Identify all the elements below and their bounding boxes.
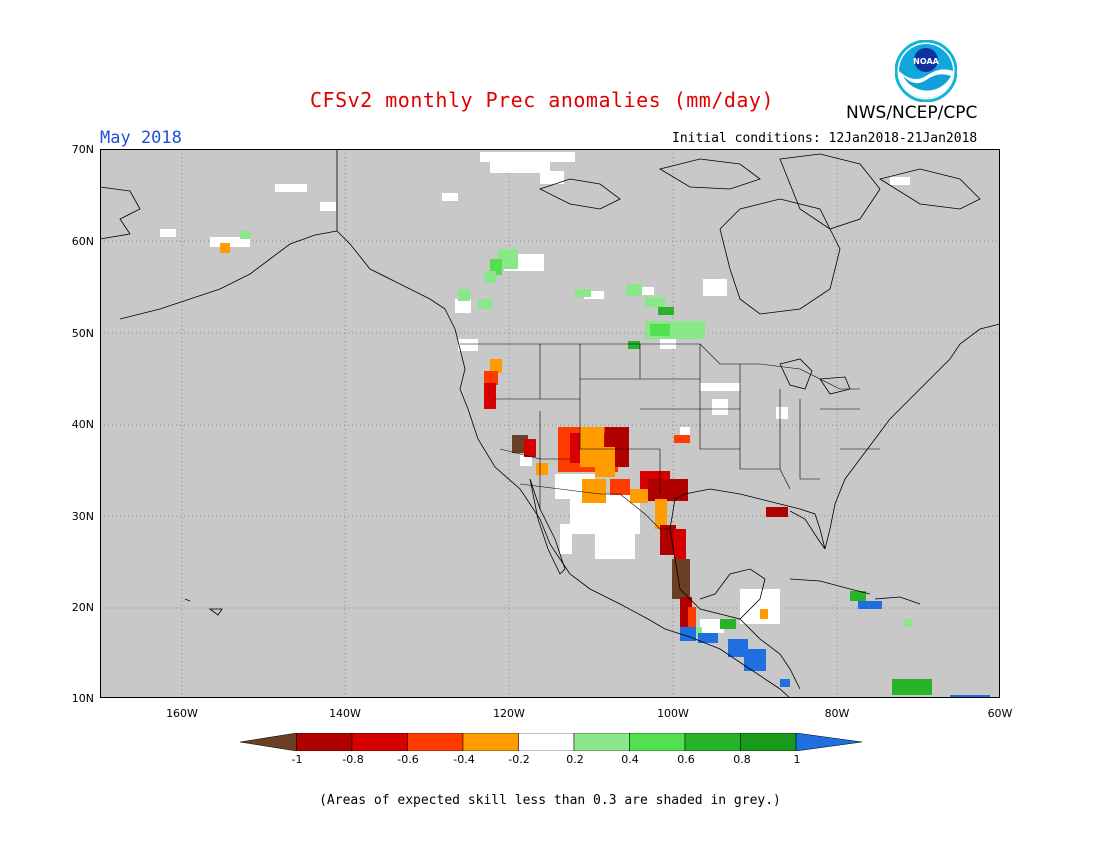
positive-anomaly-cells: [240, 231, 932, 695]
colorbar-cell: [296, 733, 353, 751]
target-month-label: May 2018: [100, 128, 182, 148]
lon-label-120w: 120W: [493, 707, 525, 720]
lon-label-140w: 140W: [329, 707, 361, 720]
colorbar-cell: [351, 733, 408, 751]
colorbar-cell: [407, 733, 464, 751]
skill-footnote: (Areas of expected skill less than 0.3 a…: [319, 793, 781, 808]
colorbar-tick-neg02: -0.2: [508, 753, 530, 766]
lat-label-70n: 70N: [71, 143, 94, 156]
color-bar: [240, 733, 862, 751]
lat-label-10n: 10N: [71, 692, 94, 705]
organization-label: NWS/NCEP/CPC: [846, 103, 978, 123]
colorbar-cell: [629, 733, 686, 751]
lon-label-160w: 160W: [166, 707, 198, 720]
colorbar-cell: [684, 733, 741, 751]
lon-label-100w: 100W: [657, 707, 689, 720]
negative-anomaly-cells: [220, 243, 788, 627]
lon-label-80w: 80W: [824, 707, 850, 720]
map-title: CFSv2 monthly Prec anomalies (mm/day): [310, 88, 775, 112]
anomaly-map: [100, 149, 1000, 698]
colorbar-cell: [573, 733, 630, 751]
lon-label-60w: 60W: [987, 707, 1013, 720]
colorbar-cell: [518, 733, 575, 751]
colorbar-tick-1: 1: [793, 753, 801, 766]
colorbar-tick-06: 0.6: [677, 753, 695, 766]
colorbar-tick-neg04: -0.4: [453, 753, 475, 766]
colorbar-cell: [740, 733, 797, 751]
svg-text:NOAA: NOAA: [913, 57, 939, 66]
colorbar-tick-08: 0.8: [733, 753, 751, 766]
colorbar-tick-neg08: -0.8: [342, 753, 364, 766]
colorbar-tick-04: 0.4: [621, 753, 639, 766]
lat-label-40n: 40N: [71, 418, 94, 431]
coastlines: [100, 149, 1000, 698]
strong-wet-cells: [680, 601, 990, 698]
lat-label-20n: 20N: [71, 601, 94, 614]
colorbar-tick-neg06: -0.6: [397, 753, 419, 766]
colorbar-arrow-low: [240, 733, 297, 751]
noaa-logo-icon: NOAA: [895, 40, 957, 102]
political-borders: [460, 343, 880, 530]
lat-label-50n: 50N: [71, 327, 94, 340]
colorbar-tick-02: 0.2: [566, 753, 584, 766]
lat-label-60n: 60N: [71, 235, 94, 248]
colorbar-tick-neg1: -1: [291, 753, 303, 766]
lat-label-30n: 30N: [71, 510, 94, 523]
colorbar-arrow-high: [795, 733, 862, 751]
initial-conditions-label: Initial conditions: 12Jan2018-21Jan2018: [672, 131, 978, 146]
colorbar-cell: [462, 733, 519, 751]
